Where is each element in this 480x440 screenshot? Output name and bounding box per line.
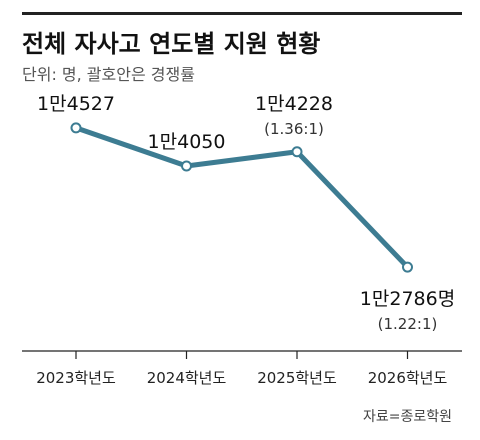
data-point-4 bbox=[402, 261, 413, 273]
data-point-3 bbox=[291, 146, 303, 158]
x-tick-label-1: 2023학년도 bbox=[36, 369, 116, 387]
data-label-4: 1만2786명 bbox=[360, 288, 455, 310]
data-label-2: 1만4050 bbox=[148, 131, 226, 153]
data-label-3: 1만4228 bbox=[255, 93, 333, 115]
chart-subtitle: 단위: 명, 괄호안은 경쟁률 bbox=[22, 65, 195, 84]
ratio-label-4: (1.22:1) bbox=[378, 315, 438, 333]
x-tick-marks bbox=[75, 351, 409, 359]
x-tick-label-4: 2026학년도 bbox=[368, 369, 448, 387]
chart-title: 전체 자사고 연도별 지원 현황 bbox=[22, 30, 320, 58]
x-tick-label-2: 2024학년도 bbox=[147, 369, 227, 387]
data-point-1 bbox=[70, 122, 82, 134]
x-tick-labels: 2023학년도 2024학년도 2025학년도 2026학년도 bbox=[36, 369, 447, 387]
series-line bbox=[73, 125, 410, 270]
data-label-1: 1만4527 bbox=[37, 93, 115, 115]
top-rule bbox=[22, 12, 462, 15]
x-tick-label-3: 2025학년도 bbox=[257, 369, 337, 387]
data-points bbox=[70, 122, 413, 273]
data-point-2 bbox=[181, 160, 192, 172]
ratio-label-3: (1.36:1) bbox=[264, 120, 324, 138]
source-note: 자료=종로학원 bbox=[363, 409, 452, 425]
data-labels: 1만4527 1만4050 1만4228 (1.36:1) 1만2786명 (1.22:1… bbox=[37, 93, 455, 333]
